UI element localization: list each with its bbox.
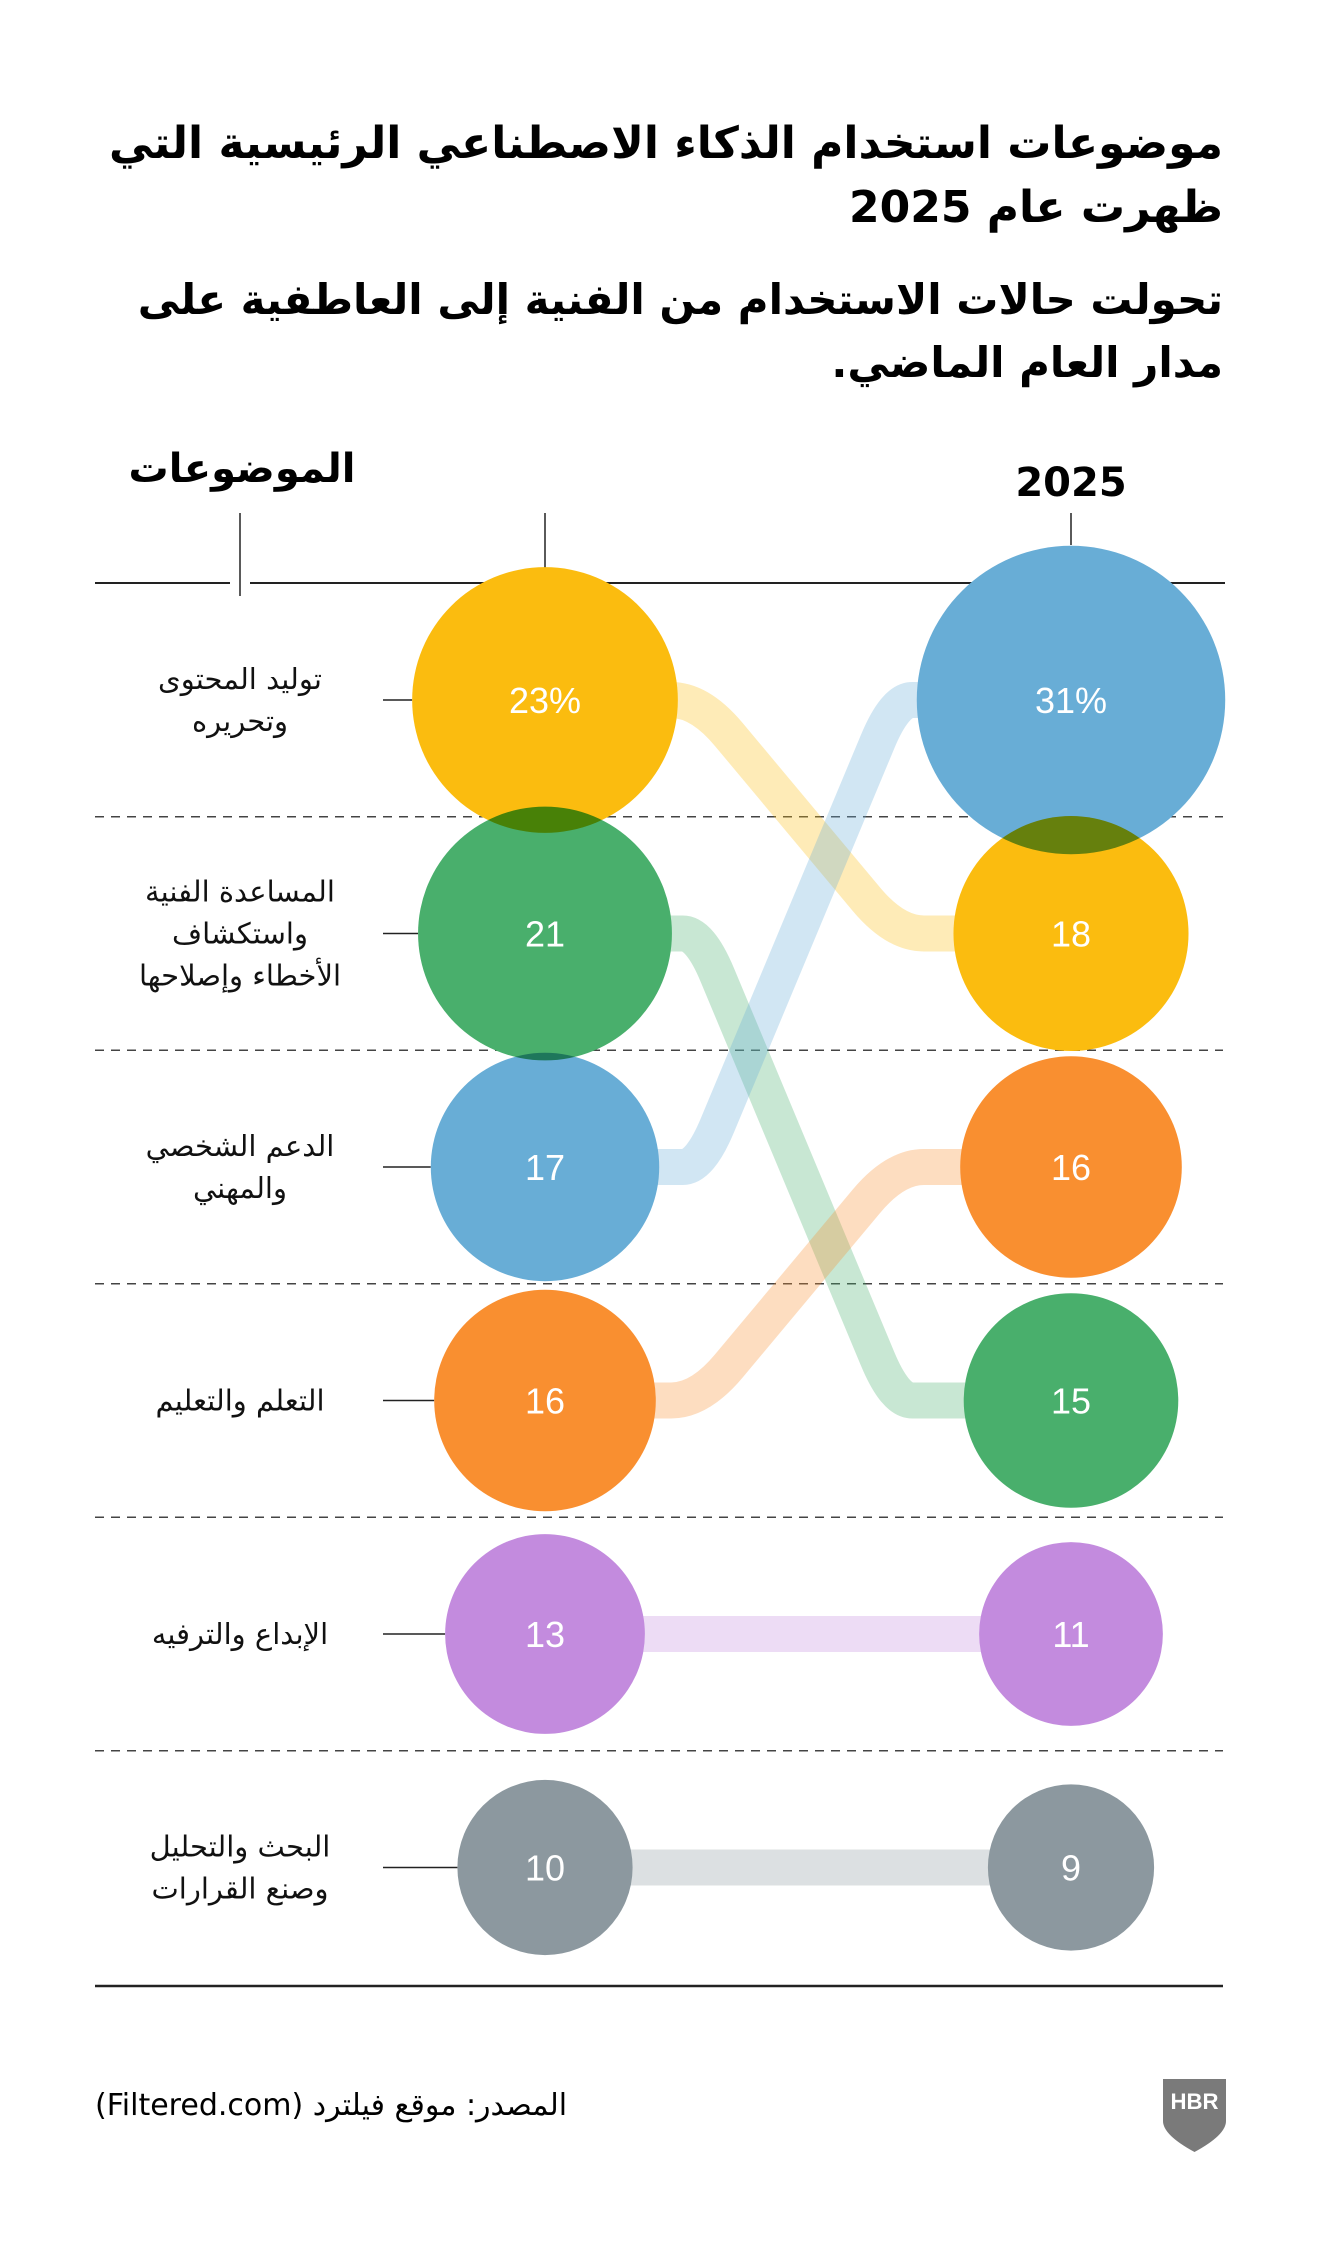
bubble-value-label: 18: [1051, 914, 1091, 955]
source-note: المصدر: موقع فيلترد (Filtered.com): [95, 2088, 568, 2123]
topic-label-line: الدعم الشخصي: [146, 1129, 335, 1164]
bubble-value-label: 11: [1052, 1614, 1089, 1655]
bubble-value-label: 10: [525, 1848, 565, 1889]
chart-subtitle: تحولت حالات الاستخدام من الفنية إلى العا…: [137, 275, 1223, 387]
column-header-2025: 2025: [1015, 460, 1126, 506]
topic-label-line: الأخطاء وإصلاحها: [139, 957, 341, 994]
bubble-value-label: 16: [1051, 1147, 1091, 1188]
topic-label-line: والمهني: [193, 1171, 287, 1206]
bubble-value-label: 15: [1051, 1381, 1091, 1422]
topic-label-line: التعلم والتعليم: [155, 1384, 324, 1419]
topic-label-line: المساعدة الفنية: [145, 875, 335, 909]
bubble-value-label: 17: [525, 1147, 565, 1188]
bubble-value-label: 13: [525, 1614, 565, 1655]
topic-label-line: توليد المحتوى: [158, 662, 322, 696]
ribbon-technical: [545, 915, 1071, 1419]
bubble-personal-2025: [916, 545, 1226, 855]
logo-text: HBR: [1171, 2089, 1219, 2114]
topic-label-technical: المساعدة الفنية واستكشاف الأخطاء وإصلاحها: [139, 875, 341, 994]
topic-label-creativity: الإبداع والترفيه: [152, 1617, 328, 1652]
bubble-value-label: 16: [525, 1381, 565, 1422]
bubble-technical-2025: [963, 1293, 1179, 1508]
topic-label-line: وتحريره: [192, 704, 288, 738]
hbr-logo: HBR: [1163, 2079, 1226, 2152]
bubble-learning-previous: [434, 1289, 656, 1512]
topic-label-line: البحث والتحليل: [150, 1830, 331, 1864]
bubble-creativity-2025: [979, 1542, 1163, 1726]
bubble-research-previous: [457, 1779, 633, 1956]
bubble-research-2025: [987, 1784, 1155, 1951]
chart-title: موضوعات استخدام الذكاء الاصطناعي الرئيسي…: [109, 118, 1223, 233]
topic-label-line: واستكشاف: [172, 917, 308, 951]
shield-icon: [1163, 2079, 1226, 2152]
bubble-personal-previous: [430, 1052, 660, 1282]
topic-label-research: البحث والتحليل وصنع القرارات: [150, 1830, 331, 1906]
bubble-learning-2025: [960, 1056, 1182, 1278]
bubble-value-label: 21: [525, 914, 565, 955]
bubble-creativity-previous: [445, 1534, 645, 1734]
topic-label-line: وصنع القرارات: [151, 1872, 328, 1906]
bubble-content-previous: [412, 567, 678, 833]
bubble-value-label: 9: [1061, 1848, 1081, 1889]
topics-header: الموضوعات: [129, 446, 356, 492]
topic-label-learning: التعلم والتعليم: [155, 1384, 324, 1419]
bubble-value-label: 23%: [509, 680, 581, 721]
topic-label-content: توليد المحتوى وتحريره: [158, 662, 322, 738]
bubble-value-label: 31%: [1035, 680, 1107, 721]
topic-label-line: الإبداع والترفيه: [152, 1617, 328, 1652]
topic-label-personal: الدعم الشخصي والمهني: [146, 1129, 335, 1206]
ribbon-learning: [545, 1149, 1071, 1419]
bubble-content-2025: [953, 815, 1189, 1052]
ribbon-personal: [545, 682, 1071, 1185]
bubble-technical-previous: [418, 806, 672, 1061]
ribbon-content: [545, 682, 1071, 952]
